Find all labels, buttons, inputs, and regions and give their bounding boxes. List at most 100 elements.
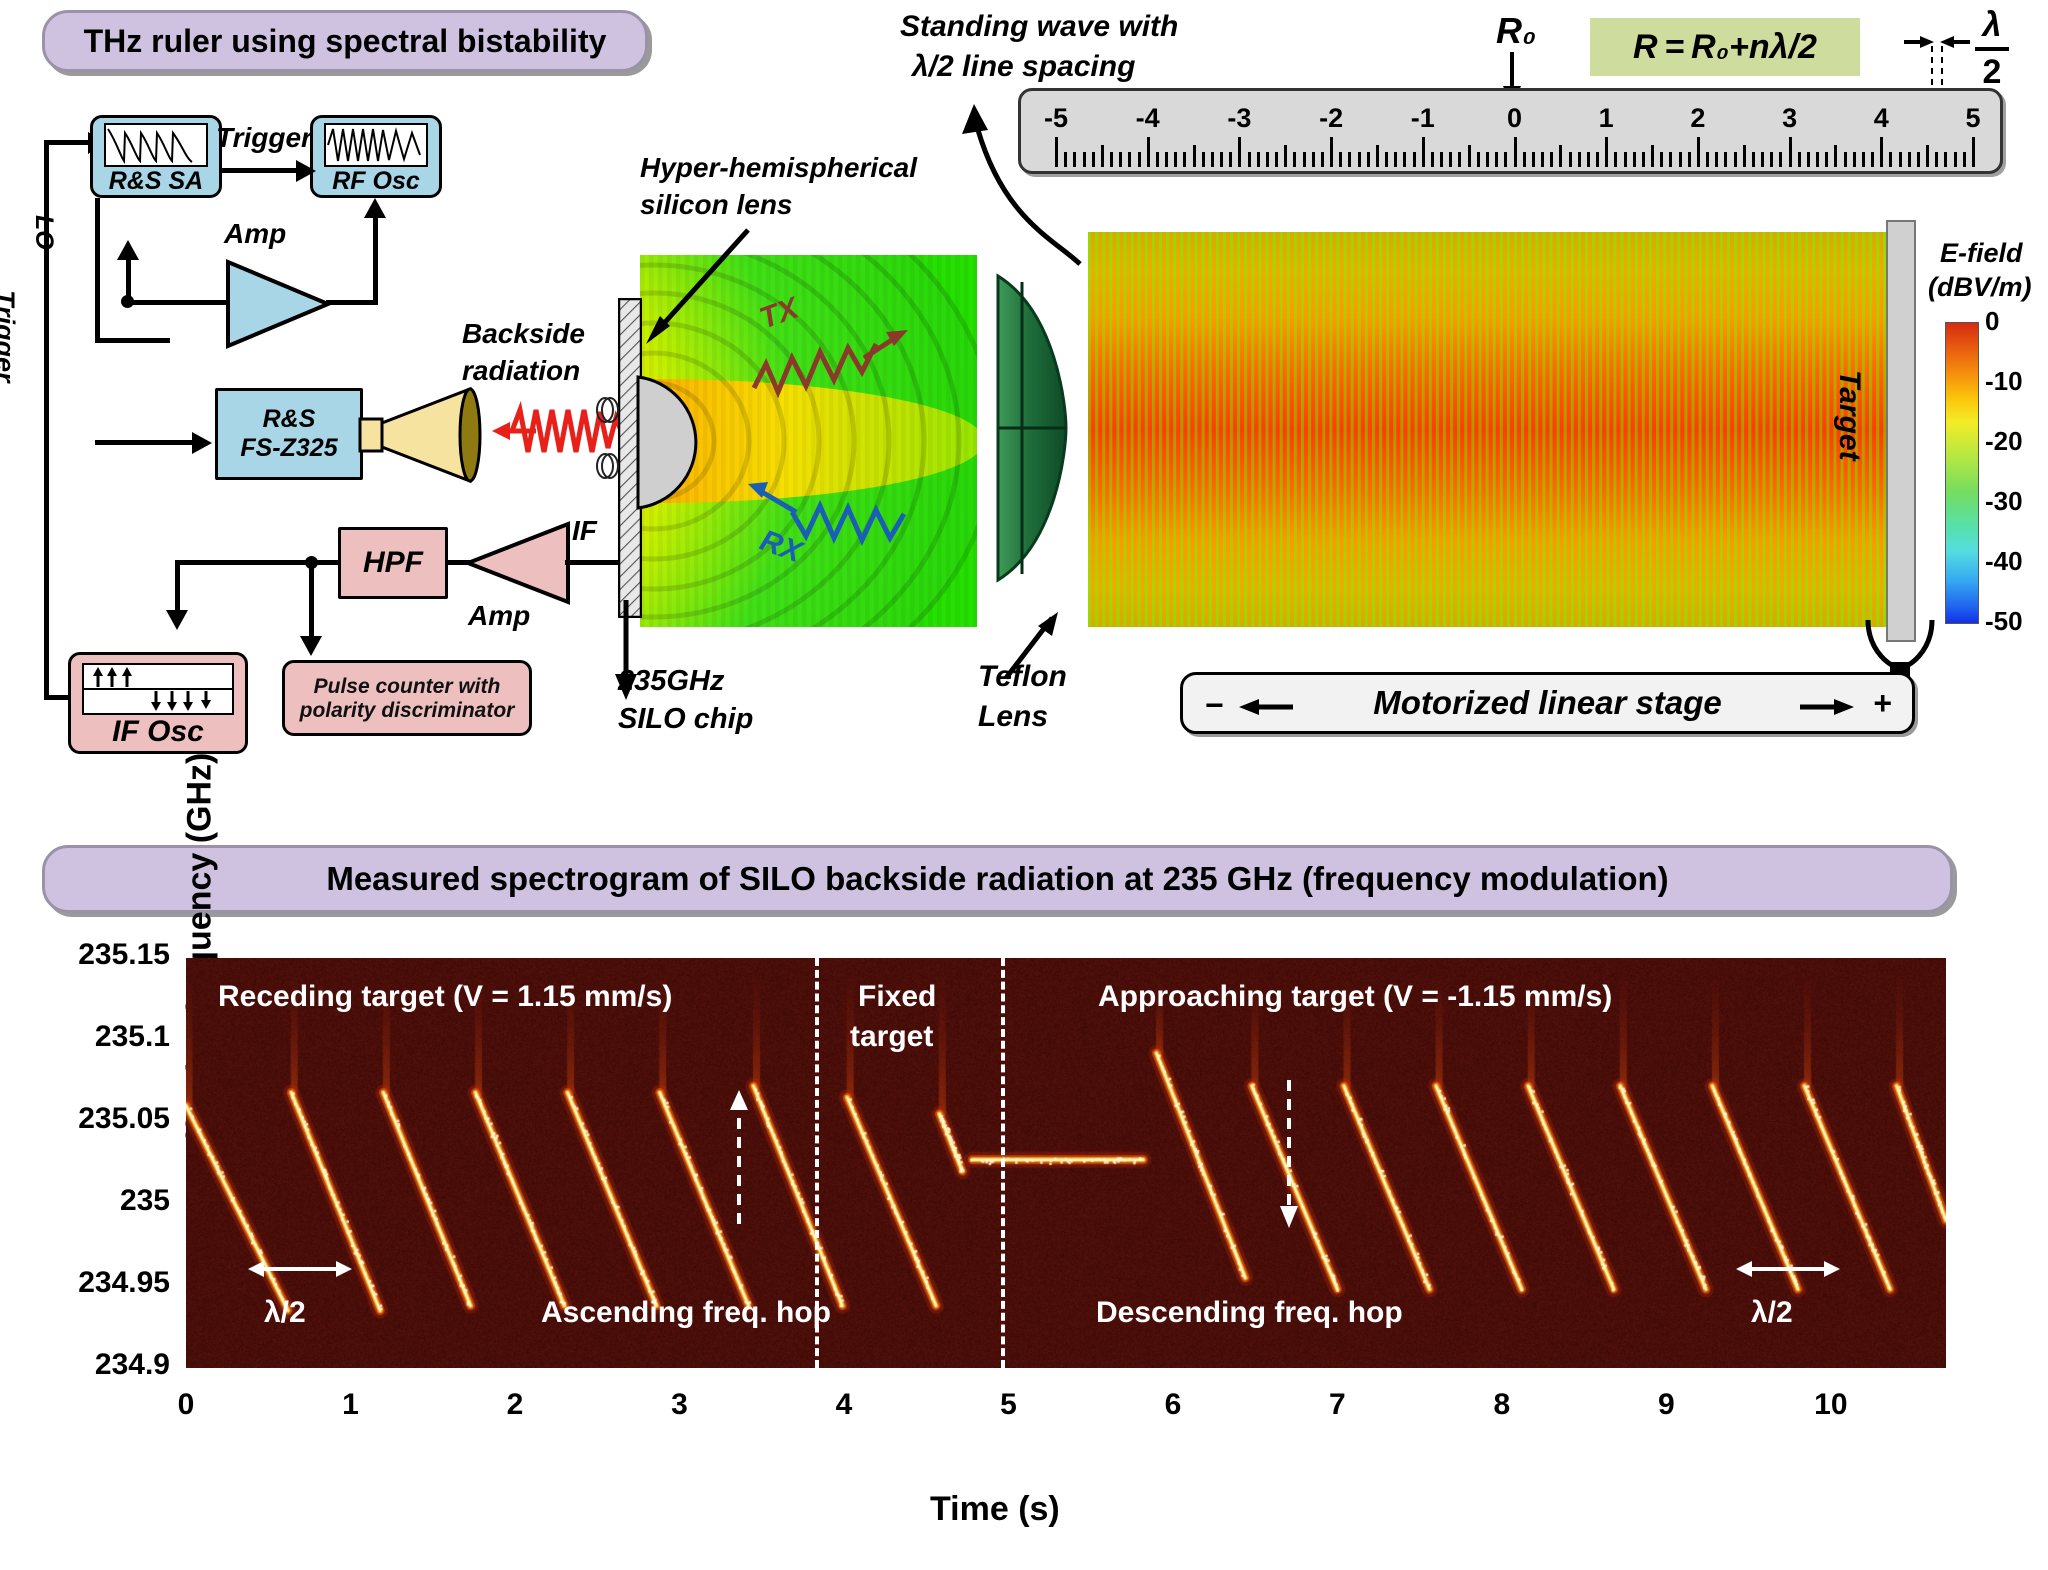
- ruler-tick: [1523, 152, 1526, 167]
- standing-wave-map: [1088, 232, 1898, 627]
- colorbar-title-l2: (dBV/m): [1928, 272, 2032, 303]
- ruler-tick: [1844, 152, 1847, 167]
- spectrogram-xtick-1: 1: [320, 1388, 380, 1422]
- ruler-tick: [1724, 152, 1727, 167]
- label-hyper-lens-l1: Hyper-hemispherical: [640, 152, 917, 184]
- amp-bottom[interactable]: [462, 520, 572, 606]
- stage-minus-sign: −: [1205, 687, 1224, 724]
- bottom-panel-title: Measured spectrogram of SILO backside ra…: [42, 845, 1953, 913]
- ruler-tick: [1486, 152, 1489, 167]
- ruler-tick: [1743, 145, 1746, 167]
- stage-left-arrow-icon: [1235, 696, 1295, 718]
- ruler-tick: [1954, 152, 1957, 167]
- ruler-tick: [1706, 152, 1709, 167]
- label-amp-top: Amp: [224, 218, 286, 250]
- block-rs-fsz325[interactable]: R&S FS-Z325: [215, 388, 363, 480]
- ruler-tick: [1202, 152, 1205, 167]
- ruler-tick: [1926, 145, 1929, 167]
- ruler-tick: [1138, 152, 1141, 167]
- ruler-tick: [1449, 152, 1452, 167]
- ruler-tick: [1312, 152, 1315, 167]
- ruler-tick: [1514, 137, 1517, 167]
- ruler-tick: [1752, 152, 1755, 167]
- ruler-tick: [1275, 152, 1278, 167]
- block-hpf[interactable]: HPF: [338, 527, 448, 599]
- ruler-tick: [1110, 152, 1113, 167]
- amp-top[interactable]: [224, 258, 334, 350]
- ruler-tick: [1853, 152, 1856, 167]
- annotation-fixed-l2: target: [850, 1020, 933, 1054]
- ruler-label-9: 4: [1864, 103, 1898, 134]
- ruler-label-3: -2: [1314, 103, 1348, 134]
- label-amp-bottom: Amp: [468, 600, 530, 632]
- block-pulse-counter[interactable]: Pulse counter with polarity discriminato…: [282, 660, 532, 736]
- wire-hpf-left-down: [175, 560, 180, 615]
- label-backside-radiation-l1: Backside: [462, 318, 585, 350]
- ruler-tick: [1550, 152, 1553, 167]
- ruler-tick: [1633, 152, 1636, 167]
- ruler-tick: [1651, 145, 1654, 167]
- label-trigger-top: Trigger: [216, 122, 312, 154]
- wire-hpf-node-down: [309, 560, 314, 640]
- block-rs-sa[interactable]: R&S SA: [90, 115, 222, 198]
- block-if-osc[interactable]: IF Osc: [68, 652, 248, 754]
- arrow-into-pulse-counter: [300, 636, 322, 656]
- spectrogram-plot[interactable]: Receding target (V = 1.15 mm/s) Fixed ta…: [186, 958, 1946, 1368]
- wire-trigger-loop-top: [44, 140, 92, 145]
- spectrogram-xtick-6: 6: [1143, 1388, 1203, 1422]
- ruler-tick: [1935, 152, 1938, 167]
- spectrogram-ytick-4: 235.1: [20, 1020, 170, 1054]
- ruler-tick: [1871, 152, 1874, 167]
- ruler-ticks: [1021, 133, 2000, 171]
- block-rf-osc[interactable]: RF Osc: [310, 115, 442, 198]
- ruler-tick: [1605, 137, 1608, 167]
- label-hyper-lens-l2: silicon lens: [640, 189, 793, 221]
- ruler-tick: [1119, 152, 1122, 167]
- ruler-tick: [1477, 152, 1480, 167]
- lambda-left-double-arrow: [246, 1256, 356, 1282]
- silicon-lens: [634, 375, 720, 510]
- ruler-tick: [1257, 152, 1260, 167]
- ruler-label-5: 0: [1498, 103, 1532, 134]
- wire-amp-out: [326, 300, 378, 305]
- ruler-label-10: 5: [1956, 103, 1990, 134]
- antenna-coils: [588, 390, 622, 500]
- label-r0: R₀: [1496, 10, 1536, 52]
- arrow-into-sa-bottom: [117, 240, 139, 260]
- ruler-tick: [1596, 152, 1599, 167]
- ruler-tick: [1715, 152, 1718, 167]
- spectrogram-xtick-3: 3: [649, 1388, 709, 1422]
- arrow-hyper-lens: [630, 220, 760, 355]
- ruler: -5 -4 -3 -2 -1 0 1 2 3 4 5: [1018, 88, 2003, 174]
- label-standing-wave-l2: λ/2 line spacing: [912, 50, 1135, 84]
- annotation-lambda-right: λ/2: [1751, 1296, 1793, 1330]
- if-osc-screen: [82, 663, 234, 715]
- spectrogram-xtick-4: 4: [814, 1388, 874, 1422]
- ruler-tick: [1238, 137, 1241, 167]
- colorbar-title-l1: E-field: [1940, 238, 2023, 269]
- ruler-tick: [1348, 152, 1351, 167]
- ruler-tick: [1798, 152, 1801, 167]
- colorbar-tick-5: -50: [1985, 606, 2023, 637]
- ruler-tick: [1156, 152, 1159, 167]
- motorized-linear-stage[interactable]: − Motorized linear stage +: [1180, 672, 1915, 734]
- target-mount: [1862, 618, 1938, 680]
- ruler-tick: [1293, 152, 1296, 167]
- wire-lo-vert: [95, 198, 100, 343]
- ruler-tick: [1385, 152, 1388, 167]
- ruler-tick: [1394, 152, 1397, 167]
- annotation-fixed-l1: Fixed: [858, 980, 936, 1014]
- stage-plus-sign: +: [1873, 685, 1892, 722]
- spectrogram-xtick-8: 8: [1472, 1388, 1532, 1422]
- annotation-ascending-hop: Ascending freq. hop: [541, 1296, 831, 1330]
- block-rf-osc-label: RF Osc: [332, 169, 420, 194]
- block-hpf-label: HPF: [363, 548, 423, 578]
- block-pulse-counter-line1: Pulse counter with: [314, 676, 501, 697]
- ruler-tick: [1587, 152, 1590, 167]
- teflon-lens: [992, 272, 1070, 584]
- ruler-tick: [1248, 152, 1251, 167]
- colorbar-tick-4: -40: [1985, 546, 2023, 577]
- block-if-osc-label: IF Osc: [112, 717, 204, 747]
- label-backside-radiation-l2: radiation: [462, 355, 580, 387]
- label-teflon-l2: Lens: [978, 700, 1048, 734]
